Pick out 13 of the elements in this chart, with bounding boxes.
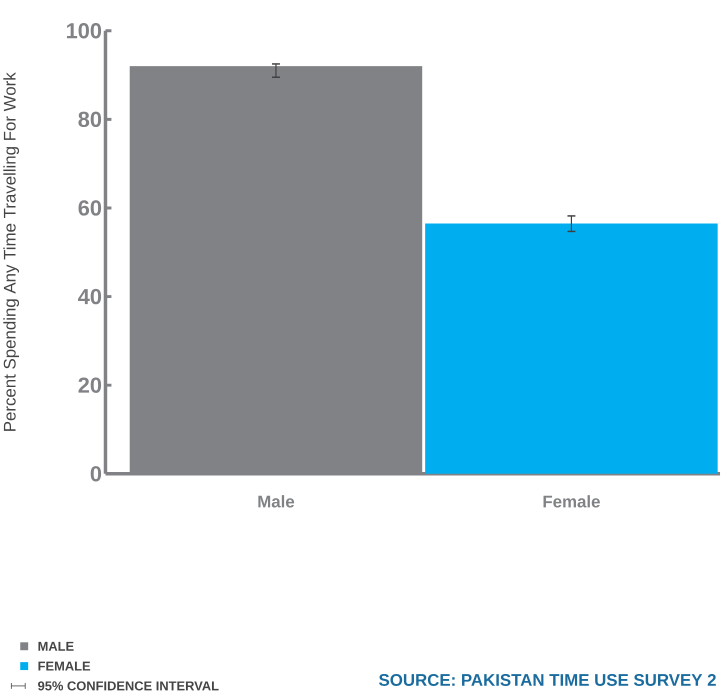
y-tick-label: 80 [78, 112, 102, 128]
y-tick-label: 20 [78, 378, 102, 394]
y-tick-label: 40 [78, 288, 102, 304]
legend-label: FEMALE [38, 662, 90, 671]
legend-label: MALE [38, 642, 74, 651]
x-tick-label: Male [258, 495, 294, 508]
source-note: SOURCE: PAKISTAN TIME USE SURVEY 2 [379, 674, 716, 686]
text: 95% CONFIDENCE INTERVAL [38, 681, 219, 691]
y-tick-label: 60 [78, 200, 102, 216]
y-tick-label: 0 [90, 466, 102, 482]
y-axis-title: Percent Spending Any Time Travelling For Work [3, 72, 20, 431]
x-tick-label: Female [544, 495, 600, 508]
y-tick-label: 100 [66, 23, 102, 39]
